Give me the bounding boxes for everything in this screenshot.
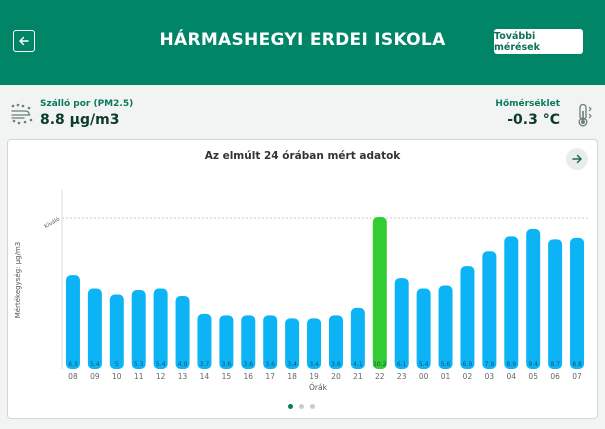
pm-label: Szálló por (PM2.5) — [40, 99, 134, 109]
chart-title: Az elmúlt 24 órában mért adatok — [204, 150, 401, 162]
stats-bar — [0, 85, 605, 137]
temperature-value: -0.3 °C — [507, 112, 560, 128]
pagination-dot[interactable] — [288, 404, 293, 409]
page-title: HÁRMASHEGYI ERDEI ISKOLA — [159, 30, 446, 50]
arrow-left-icon — [19, 36, 29, 46]
back-button[interactable] — [13, 30, 35, 52]
chart-card — [7, 139, 598, 419]
more-measurements-button[interactable]: További mérések — [494, 29, 583, 54]
thermometer-icon — [578, 103, 592, 127]
header: HÁRMASHEGYI ERDEI ISKOLA További mérések — [0, 0, 605, 85]
dust-wind-icon — [11, 103, 33, 125]
pagination-dot[interactable] — [299, 404, 304, 409]
pagination-dot[interactable] — [310, 404, 315, 409]
pm-value: 8.8 µg/m3 — [40, 112, 120, 128]
temperature-label: Hőmérséklet — [495, 99, 560, 109]
next-chart-button[interactable] — [566, 148, 588, 170]
arrow-right-icon — [572, 154, 582, 164]
